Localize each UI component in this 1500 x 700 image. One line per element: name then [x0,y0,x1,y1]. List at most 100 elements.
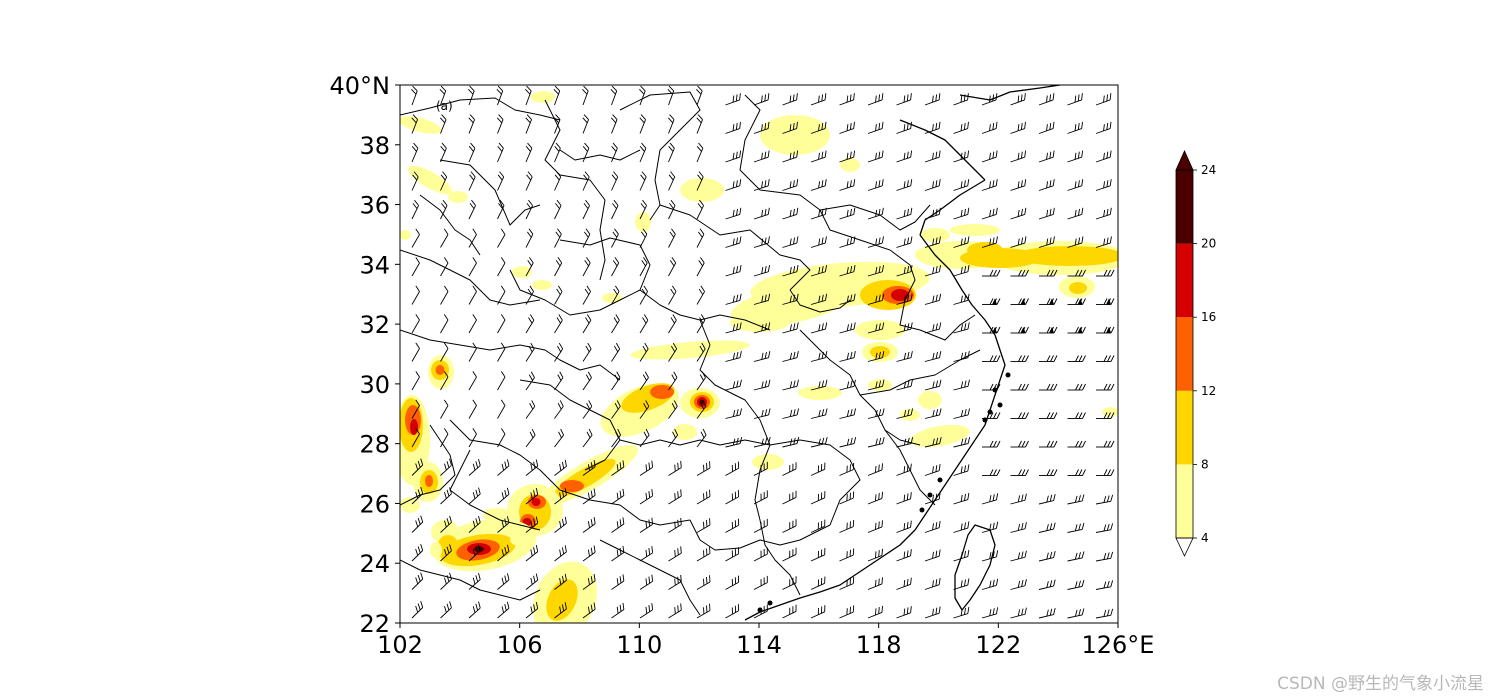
wind-barb [497,459,510,476]
wind-barb [982,326,1001,334]
wind-barb [953,265,970,277]
precip-contour [910,424,970,448]
wind-barb [1067,326,1086,334]
wind-barb [554,342,564,362]
province-border [884,429,936,506]
precip-contour [1102,407,1118,417]
wind-barb [440,487,452,505]
wind-barb [896,520,912,533]
wind-barb [725,436,743,448]
lat-tick-label: 22 [359,610,390,638]
wind-barb [582,199,590,220]
precip-contour [438,535,458,555]
wind-barb [924,150,941,163]
wind-barb [953,351,970,362]
wind-barb [611,142,618,163]
wind-barb [554,285,563,305]
wind-barb [753,236,770,248]
wind-barb [753,490,768,505]
wind-barb [696,314,706,334]
wind-barb [611,517,625,533]
wind-barb [440,399,449,419]
wind-barb [896,351,913,362]
wind-barb [725,207,742,220]
lat-tick-label: 36 [359,192,390,220]
wind-barb [639,428,650,448]
wind-barb [696,400,707,419]
wind-barb [468,342,477,362]
island [919,507,925,513]
wind-barb [725,236,742,248]
island [1005,372,1011,378]
wind-barb [1067,207,1084,220]
wind-barb [867,463,883,476]
wind-barb [867,150,884,163]
wind-barb [753,207,770,220]
wind-barb [725,604,740,619]
colorbar-tick-label: 20 [1201,237,1216,251]
wind-barb [696,285,705,305]
precip-contour [920,228,950,242]
lon-tick-label: 110 [616,631,662,659]
wind-barb [525,428,536,448]
wind-barb [411,342,420,362]
wind-barb [896,236,913,248]
watermark: CSDN @野生的气象小流星 [1277,674,1484,694]
wind-barb [696,171,704,191]
wind-barb [668,517,682,533]
wind-barb [1010,236,1027,248]
wind-barb [525,400,536,419]
wind-barb [839,379,856,391]
wind-barb [553,114,561,134]
island [767,600,773,606]
wind-barb [468,114,475,134]
wind-barb [1010,383,1029,391]
province-border [509,237,651,316]
wind-barb [953,578,970,590]
wind-barb [696,114,703,134]
precip-contour [560,480,584,492]
wind-barb [554,400,564,419]
wind-barb [725,93,741,106]
wind-barb [782,179,799,191]
wind-barb [611,428,622,448]
wind-barb [953,150,970,163]
wind-barb [1010,550,1027,562]
wind-barb [525,314,535,334]
wind-barb [982,383,1001,391]
wind-barb [867,379,885,391]
wind-barb [953,293,970,305]
precip-contour [510,534,530,546]
wind-barb [782,490,797,505]
wind-barb [1096,412,1115,419]
wind-barb [1039,269,1058,277]
province-border [419,194,481,256]
wind-barb [810,408,828,419]
precip-contour [1069,282,1087,294]
wind-barb [1067,150,1084,163]
wind-barb [497,314,506,334]
wind-barb [440,342,449,362]
wind-barb [639,314,649,334]
wind-barb [782,547,797,562]
wind-barb [582,228,591,248]
wind-barb [611,228,619,248]
wind-barb [1096,440,1115,448]
wind-barb [1067,179,1084,191]
wind-barb [411,171,419,191]
wind-barb [1010,522,1027,533]
wind-barb [782,150,799,163]
wind-barb [440,171,448,191]
wind-barb [668,400,678,419]
wind-barb [554,171,562,191]
wind-barb [753,293,771,305]
wind-barb [782,322,799,334]
wind-barb [1010,469,1029,476]
wind-barb [725,518,740,533]
wind-barb [953,606,970,619]
wind-barb [924,577,941,590]
wind-barb [810,462,826,476]
wind-barb [468,285,477,305]
wind-barb [1039,469,1058,476]
